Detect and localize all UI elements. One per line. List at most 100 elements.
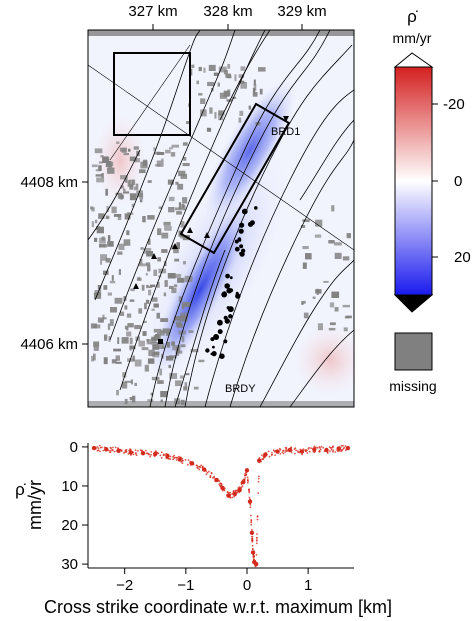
profile-sample — [97, 449, 100, 451]
missing-cell — [99, 244, 107, 248]
profile-sample — [228, 491, 230, 494]
profile-sample — [255, 542, 258, 545]
map-x-ticks — [152, 24, 303, 30]
missing-cell — [190, 349, 199, 353]
profile-sample — [278, 447, 281, 450]
profile-sample — [252, 550, 255, 553]
profile-sample — [137, 450, 139, 452]
colorbar-tick-label: 0 — [454, 173, 462, 190]
missing-cell — [93, 353, 96, 361]
seismic-event — [235, 293, 241, 299]
fault-trace — [289, 329, 354, 407]
map-x-tick-label: 328 km — [203, 3, 252, 20]
profile-x-tick-label: 1 — [304, 577, 312, 594]
profile-x-tick-label: 0 — [243, 577, 251, 594]
profile-sample — [215, 479, 218, 482]
profile-sample — [165, 457, 168, 460]
missing-cell — [173, 248, 179, 254]
profile-sample — [145, 452, 148, 455]
missing-cell — [180, 236, 185, 239]
missing-cell — [127, 323, 134, 328]
profile-sample — [189, 464, 192, 466]
profile-sample — [282, 449, 285, 452]
profile-sample — [231, 496, 234, 499]
profile-sample — [246, 476, 249, 479]
missing-cell — [191, 64, 195, 68]
profile-sample — [166, 453, 169, 456]
missing-cell — [160, 391, 168, 398]
profile-box — [179, 102, 291, 255]
profile-sample — [344, 445, 347, 447]
missing-cell — [346, 233, 351, 239]
missing-cell — [96, 226, 104, 234]
profile-sample — [261, 454, 263, 456]
profile-sample — [234, 489, 237, 492]
missing-cell — [118, 243, 125, 250]
profile-sample — [252, 553, 255, 556]
missing-cell — [101, 236, 105, 241]
profile-sample — [256, 539, 258, 541]
missing-cell — [238, 80, 245, 84]
missing-cell — [105, 215, 110, 220]
profile-sample — [132, 453, 135, 456]
profile-sample — [154, 452, 157, 454]
seismic-event — [211, 351, 217, 357]
seismic-event — [222, 291, 227, 296]
missing-cell — [135, 183, 139, 190]
profile-sample — [229, 493, 232, 496]
missing-cell — [175, 380, 182, 387]
station-markers — [133, 116, 289, 344]
missing-cell — [334, 242, 342, 246]
missing-cell — [161, 346, 165, 349]
profile-sample — [208, 470, 210, 473]
profile-sample — [220, 483, 223, 486]
profile-sample — [149, 455, 152, 458]
profile-sample — [153, 455, 156, 458]
seismic-event — [226, 287, 232, 294]
profile-sample — [250, 514, 252, 517]
missing-cell — [259, 88, 263, 95]
profile-sample — [253, 555, 255, 558]
missing-cell — [301, 302, 304, 305]
station-triangle — [151, 253, 157, 259]
profile-sample — [244, 477, 247, 479]
missing-cell — [146, 251, 153, 257]
profile-sample — [246, 469, 249, 472]
profile-sample — [119, 448, 122, 451]
profile-sample — [203, 469, 206, 472]
missing-cell — [143, 247, 152, 254]
missing-cell — [116, 390, 119, 396]
profile-sample — [257, 480, 260, 483]
profile-sample — [134, 452, 137, 455]
missing-cell — [116, 141, 120, 144]
map-panel: BRD1 BRDY 327 km 328 km 329 km 4408 km 4… — [20, 3, 355, 408]
missing-cell — [146, 339, 149, 342]
missing-cell — [183, 261, 186, 265]
profile-sample — [265, 452, 267, 454]
missing-cell — [113, 348, 121, 352]
profile-sample — [332, 449, 335, 452]
profile-sample — [246, 478, 249, 481]
missing-cell — [97, 285, 102, 290]
profile-sample — [209, 474, 212, 477]
missing-cell — [120, 175, 128, 180]
profile-sample — [95, 447, 97, 450]
missing-cell — [98, 165, 102, 171]
missing-cell — [125, 178, 128, 183]
profile-sample — [240, 487, 242, 489]
colorbar: ρ̇ mm/yr -20 0 20 missing — [389, 7, 470, 394]
missing-cell — [129, 299, 135, 302]
profile-panel: −2 −1 0 1 0 10 20 30 ρ̇ mm/yr Cross strike coo… — [15, 439, 392, 617]
missing-cell — [134, 359, 142, 367]
profile-sample — [256, 518, 259, 521]
profile-sample — [129, 448, 131, 451]
missing-cell — [108, 336, 111, 342]
profile-y-tick-label: 20 — [61, 517, 78, 534]
missing-cell — [218, 113, 224, 121]
missing-cell — [302, 246, 309, 250]
missing-cell — [114, 297, 123, 304]
missing-cell — [175, 181, 179, 185]
missing-cell — [253, 79, 256, 86]
missing-cell — [93, 292, 102, 299]
missing-cell — [139, 193, 144, 200]
